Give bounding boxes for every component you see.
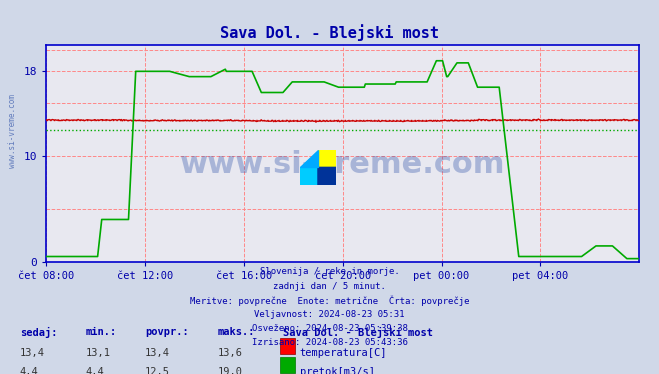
Polygon shape bbox=[300, 150, 318, 168]
Polygon shape bbox=[318, 168, 336, 185]
Polygon shape bbox=[318, 168, 336, 185]
Text: www.si-vreme.com: www.si-vreme.com bbox=[180, 150, 505, 179]
Text: pretok[m3/s]: pretok[m3/s] bbox=[300, 367, 375, 374]
Text: Sava Dol. - Blejski most: Sava Dol. - Blejski most bbox=[283, 327, 434, 338]
Text: zadnji dan / 5 minut.: zadnji dan / 5 minut. bbox=[273, 282, 386, 291]
Text: maks.:: maks.: bbox=[217, 327, 255, 337]
Text: Meritve: povprečne  Enote: metrične  Črta: povprečje: Meritve: povprečne Enote: metrične Črta:… bbox=[190, 296, 469, 306]
Text: povpr.:: povpr.: bbox=[145, 327, 188, 337]
Text: 13,1: 13,1 bbox=[86, 348, 111, 358]
Text: Izrisano: 2024-08-23 05:43:36: Izrisano: 2024-08-23 05:43:36 bbox=[252, 338, 407, 347]
Polygon shape bbox=[300, 168, 318, 185]
Text: 13,6: 13,6 bbox=[217, 348, 243, 358]
Text: Slovenija / reke in morje.: Slovenija / reke in morje. bbox=[260, 267, 399, 276]
Text: www.si-vreme.com: www.si-vreme.com bbox=[8, 94, 17, 168]
Text: Sava Dol. - Blejski most: Sava Dol. - Blejski most bbox=[220, 24, 439, 41]
Bar bbox=[318, 150, 336, 168]
Text: 13,4: 13,4 bbox=[20, 348, 45, 358]
Text: 4,4: 4,4 bbox=[86, 367, 104, 374]
Text: temperatura[C]: temperatura[C] bbox=[300, 348, 387, 358]
Text: min.:: min.: bbox=[86, 327, 117, 337]
Text: 19,0: 19,0 bbox=[217, 367, 243, 374]
Text: 4,4: 4,4 bbox=[20, 367, 38, 374]
Text: 13,4: 13,4 bbox=[145, 348, 170, 358]
Text: Veljavnost: 2024-08-23 05:31: Veljavnost: 2024-08-23 05:31 bbox=[254, 310, 405, 319]
Bar bbox=[280, 338, 295, 354]
Text: 12,5: 12,5 bbox=[145, 367, 170, 374]
Text: sedaj:: sedaj: bbox=[20, 327, 57, 338]
Bar bbox=[280, 357, 295, 373]
Text: Osveženo: 2024-08-23 05:39:38: Osveženo: 2024-08-23 05:39:38 bbox=[252, 324, 407, 333]
